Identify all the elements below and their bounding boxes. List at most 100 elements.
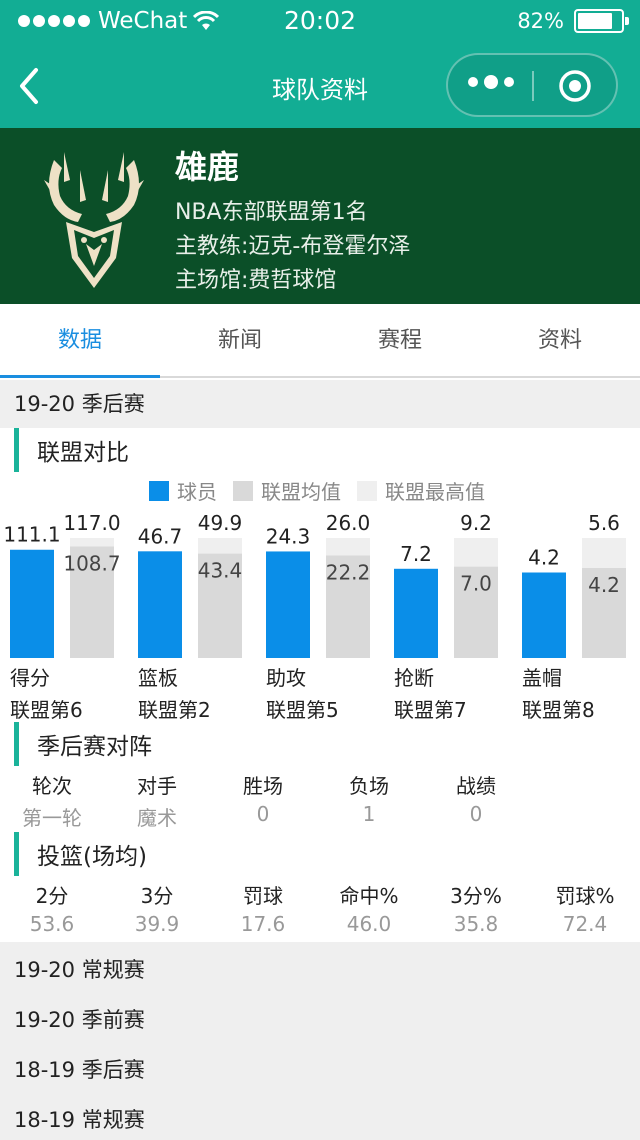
league-avg-label: 108.7 — [63, 552, 120, 576]
signal-icon — [18, 15, 90, 27]
player-bar — [10, 549, 54, 658]
table-header-cell: 命中% — [339, 884, 399, 908]
playoff-matchup-header: 季后赛对阵 — [14, 722, 152, 766]
rank-label: 联盟第7 — [394, 698, 467, 722]
tab-profile[interactable]: 资料 — [537, 328, 582, 353]
team-coach: 主教练:迈克-布登霍尔泽 — [175, 234, 411, 259]
carrier-label: WeChat — [98, 8, 188, 34]
page-title: 球队资料 — [272, 76, 368, 104]
playoff-matchup-table: 轮次 对手 胜场 负场 战绩 第一轮 魔术 0 1 0 — [0, 770, 640, 832]
table-header-cell: 罚球 — [243, 884, 283, 908]
player-value-label: 46.7 — [138, 524, 183, 548]
shooting-header: 投篮(场均) — [14, 832, 147, 876]
table-header-cell: 战绩 — [456, 774, 496, 798]
chart-legend: 球员 联盟均值 联盟最高值 — [0, 476, 640, 505]
player-value-label: 111.1 — [3, 523, 60, 547]
league-max-label: 117.0 — [63, 511, 120, 535]
league-avg-bar — [454, 566, 498, 658]
category-label: 篮板 — [138, 666, 178, 690]
table-header-cell: 2分 — [35, 884, 69, 908]
wifi-icon — [193, 11, 220, 30]
team-arena: 主场馆:费哲球馆 — [175, 268, 337, 293]
legend-player: 球员 — [149, 476, 217, 505]
table-cell: 魔术 — [137, 806, 177, 830]
legend-label-avg: 联盟均值 — [261, 480, 341, 504]
category-label: 盖帽 — [522, 666, 562, 690]
mini-program-capsule — [446, 53, 618, 117]
league-avg-bar — [326, 555, 370, 658]
player-value-label: 4.2 — [528, 546, 560, 570]
playoff-matchup-title: 季后赛对阵 — [37, 734, 152, 760]
league-avg-label: 22.2 — [326, 561, 371, 585]
player-value-label: 7.2 — [400, 542, 432, 566]
league-max-label: 26.0 — [326, 511, 371, 535]
league-avg-label: 4.2 — [588, 573, 620, 597]
league-max-label: 9.2 — [460, 511, 492, 535]
shooting-table: 2分 3分 罚球 命中% 3分% 罚球% 53.6 39.9 17.6 46.0… — [0, 880, 640, 942]
table-cell: 1 — [362, 802, 376, 826]
category-label: 抢断 — [394, 666, 434, 690]
player-bar — [522, 572, 566, 658]
tab-news[interactable]: 新闻 — [217, 328, 262, 353]
table-header-cell: 对手 — [137, 774, 177, 798]
table-cell: 35.8 — [453, 912, 499, 936]
shooting-title: 投篮(场均) — [37, 844, 147, 870]
legend-avg: 联盟均值 — [233, 476, 341, 505]
table-cell: 17.6 — [240, 912, 286, 936]
table-header-cell: 3分% — [450, 884, 502, 908]
player-bar — [138, 551, 182, 658]
tab-data[interactable]: 数据 — [0, 304, 160, 378]
table-cell: 第一轮 — [22, 806, 82, 830]
league-avg-bar — [198, 553, 242, 658]
season-list — [0, 942, 640, 1140]
carrier-area: WeChat — [18, 8, 220, 34]
legend-swatch-avg — [233, 480, 253, 501]
tab-schedule[interactable]: 赛程 — [377, 328, 422, 353]
section-accent-bar — [14, 722, 19, 766]
battery-area: 82% — [517, 9, 629, 33]
legend-label-max: 联盟最高值 — [385, 480, 485, 504]
season-link[interactable]: 18-19 季后赛 — [14, 1058, 145, 1082]
clock: 20:02 — [283, 6, 357, 35]
section-accent-bar — [14, 832, 19, 876]
more-icon[interactable] — [468, 75, 514, 89]
legend-max: 联盟最高值 — [357, 476, 485, 505]
league-avg-bar — [70, 546, 114, 658]
table-cell: 72.4 — [562, 912, 608, 936]
rank-label: 联盟第8 — [522, 698, 595, 722]
season-link[interactable]: 18-19 常规赛 — [14, 1108, 145, 1132]
legend-swatch-max — [357, 480, 377, 501]
league-max-label: 5.6 — [588, 511, 620, 535]
player-value-label: 24.3 — [266, 524, 311, 548]
category-label: 助攻 — [266, 666, 306, 690]
category-label: 得分 — [10, 666, 50, 690]
rank-label: 联盟第6 — [10, 698, 83, 722]
tab-bar: 数据 新闻 赛程 资料 — [0, 304, 640, 378]
league-avg-bar — [582, 568, 626, 658]
battery-icon — [574, 9, 629, 33]
capsule-divider — [532, 71, 534, 101]
player-bar — [394, 568, 438, 658]
season-header[interactable]: 19-20 季后赛 — [0, 380, 640, 428]
bucks-logo-icon — [44, 152, 144, 288]
team-header: 雄鹿 NBA东部联盟第1名 主教练:迈克-布登霍尔泽 主场馆:费哲球馆 — [0, 128, 640, 304]
battery-percent: 82% — [517, 9, 564, 33]
team-name: 雄鹿 — [175, 148, 240, 186]
status-bar: WeChat 20:02 82% — [0, 0, 640, 44]
table-cell: 0 — [469, 802, 483, 826]
table-header-row: 轮次 对手 胜场 负场 战绩 — [0, 770, 640, 800]
table-header-cell: 负场 — [349, 774, 389, 798]
season-link[interactable]: 19-20 常规赛 — [14, 958, 145, 982]
table-header-cell: 罚球% — [555, 884, 615, 908]
team-rank: NBA东部联盟第1名 — [175, 200, 368, 225]
back-arrow-icon[interactable] — [14, 64, 44, 108]
season-link[interactable]: 19-20 季前赛 — [14, 1008, 145, 1032]
league-max-label: 49.9 — [198, 511, 243, 535]
close-target-icon[interactable] — [558, 69, 592, 103]
nav-bar: 球队资料 — [0, 44, 640, 128]
table-cell: 46.0 — [346, 912, 392, 936]
league-compare-header: 联盟对比 — [14, 428, 129, 472]
legend-label-player: 球员 — [177, 480, 217, 504]
league-avg-label: 43.4 — [198, 559, 243, 583]
table-row: 第一轮 魔术 0 1 0 — [0, 800, 640, 832]
